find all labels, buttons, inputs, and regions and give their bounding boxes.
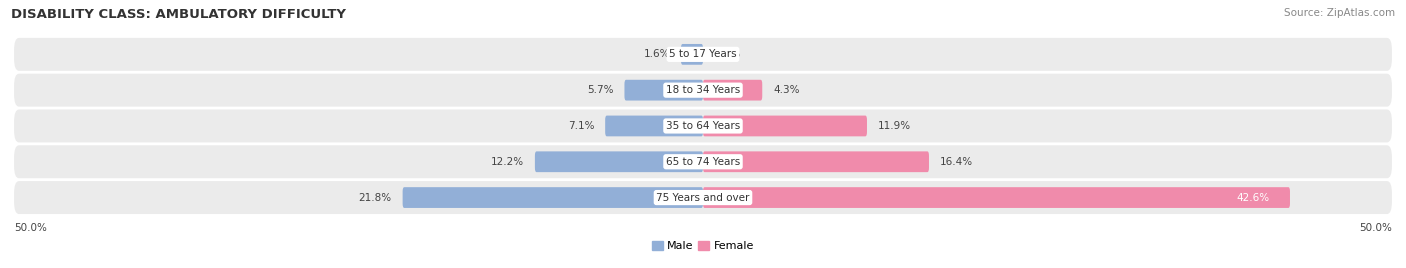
FancyBboxPatch shape [605, 116, 703, 136]
Text: 11.9%: 11.9% [877, 121, 911, 131]
Text: 1.6%: 1.6% [644, 49, 669, 59]
FancyBboxPatch shape [14, 110, 1392, 142]
Text: 75 Years and over: 75 Years and over [657, 193, 749, 203]
Text: Source: ZipAtlas.com: Source: ZipAtlas.com [1284, 8, 1395, 18]
Text: 5.7%: 5.7% [586, 85, 613, 95]
Legend: Male, Female: Male, Female [647, 236, 759, 255]
Text: 42.6%: 42.6% [1236, 193, 1270, 203]
FancyBboxPatch shape [402, 187, 703, 208]
FancyBboxPatch shape [14, 145, 1392, 178]
Text: 16.4%: 16.4% [941, 157, 973, 167]
FancyBboxPatch shape [14, 181, 1392, 214]
Text: 4.3%: 4.3% [773, 85, 800, 95]
FancyBboxPatch shape [534, 151, 703, 172]
Text: 21.8%: 21.8% [359, 193, 392, 203]
Text: 50.0%: 50.0% [1360, 223, 1392, 233]
Text: 65 to 74 Years: 65 to 74 Years [666, 157, 740, 167]
FancyBboxPatch shape [14, 38, 1392, 71]
Text: 5 to 17 Years: 5 to 17 Years [669, 49, 737, 59]
FancyBboxPatch shape [14, 74, 1392, 107]
FancyBboxPatch shape [624, 80, 703, 100]
FancyBboxPatch shape [681, 44, 703, 65]
Text: 35 to 64 Years: 35 to 64 Years [666, 121, 740, 131]
Text: DISABILITY CLASS: AMBULATORY DIFFICULTY: DISABILITY CLASS: AMBULATORY DIFFICULTY [11, 8, 346, 21]
Text: 12.2%: 12.2% [491, 157, 524, 167]
FancyBboxPatch shape [703, 187, 1289, 208]
Text: 7.1%: 7.1% [568, 121, 595, 131]
FancyBboxPatch shape [703, 116, 868, 136]
Text: 50.0%: 50.0% [14, 223, 46, 233]
Text: 18 to 34 Years: 18 to 34 Years [666, 85, 740, 95]
FancyBboxPatch shape [703, 151, 929, 172]
Text: 0.0%: 0.0% [714, 49, 741, 59]
FancyBboxPatch shape [703, 80, 762, 100]
